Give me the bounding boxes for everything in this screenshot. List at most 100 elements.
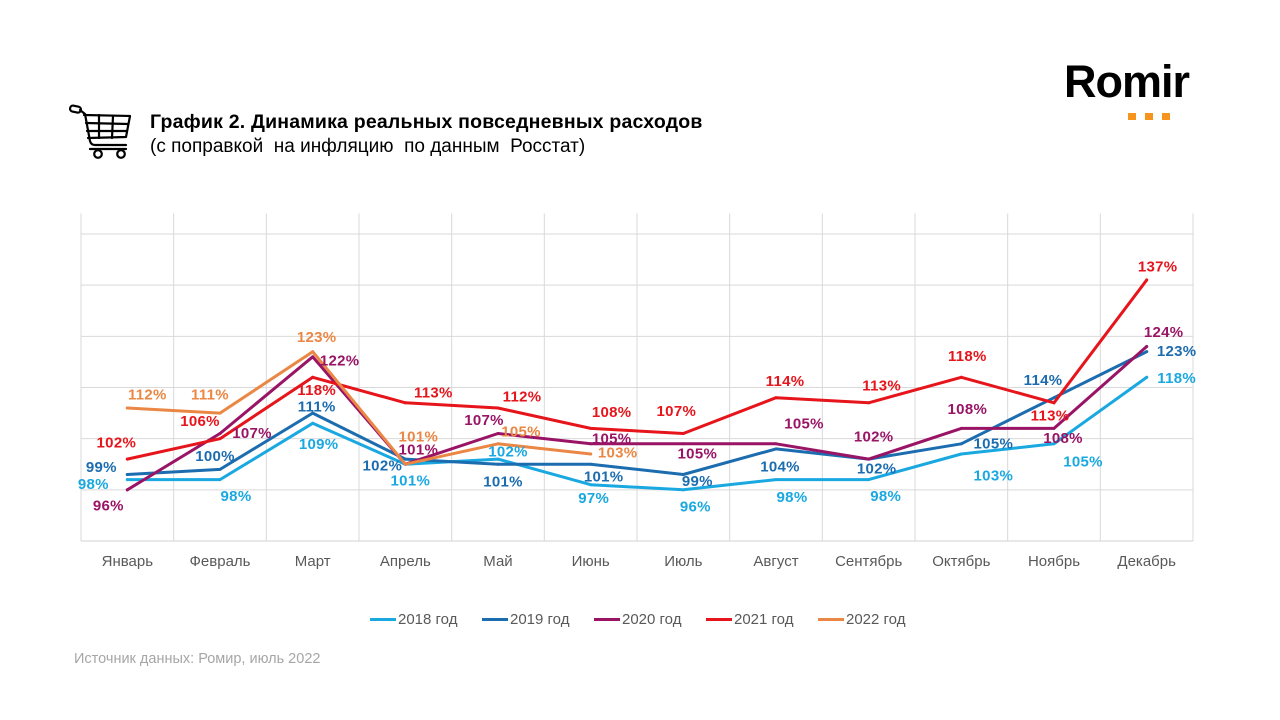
line-chart: Январь Февраль Март Апрель Май Июнь Июль Август…: [78, 213, 1197, 570]
data-point-2020: [1145, 345, 1149, 349]
data-point-2019: [403, 457, 407, 461]
data-point-2021: [311, 375, 315, 379]
data-point-2019: [311, 411, 315, 415]
data-label-2021: 113%: [1031, 407, 1070, 424]
data-label-2018: 118%: [1157, 370, 1196, 387]
chart-series-lines: [125, 278, 1149, 492]
data-point-2018: [218, 478, 222, 482]
legend-label: 2022 год: [846, 610, 906, 628]
data-point-2018: [1145, 375, 1149, 379]
x-axis-tick-label: Февраль: [190, 553, 251, 570]
data-label-2020: 105%: [592, 430, 632, 447]
data-label-2021: 114%: [766, 373, 805, 390]
legend-item-2018: 2018 год: [370, 609, 482, 629]
legend-label: 2019 год: [510, 610, 570, 628]
data-label-2020: 105%: [784, 415, 824, 432]
data-label-2020: 96%: [93, 497, 124, 514]
data-point-2020: [311, 355, 315, 359]
data-point-2022: [311, 350, 315, 354]
series-line-2022: [125, 350, 593, 466]
legend-item-2020: 2020 год: [594, 609, 706, 629]
data-point-2019: [681, 472, 685, 476]
data-label-2018: 101%: [391, 473, 431, 490]
data-label-2022: 103%: [598, 445, 638, 462]
data-point-2022: [496, 442, 500, 446]
legend-label: 2020 год: [622, 610, 682, 628]
romir-logo: Romir: [1064, 56, 1190, 120]
data-point-2019: [589, 462, 593, 466]
data-point-2019: [774, 447, 778, 451]
data-label-2020: 101%: [399, 442, 439, 459]
data-point-2020: [125, 488, 129, 492]
data-point-2021: [589, 426, 593, 430]
legend-swatch-line: [706, 617, 732, 621]
data-point-2019: [959, 442, 963, 446]
data-label-2020: 102%: [854, 429, 894, 446]
series-line-2021: [125, 278, 1149, 461]
data-label-2020: 107%: [232, 425, 272, 442]
data-label-2021: 106%: [180, 413, 220, 430]
data-label-2019: 105%: [974, 435, 1014, 452]
legend-swatch-line: [594, 617, 620, 621]
data-point-2020: [1052, 426, 1056, 430]
logo-dot: [1162, 113, 1170, 120]
data-label-2021: 113%: [862, 377, 901, 394]
x-axis-tick-label: Январь: [102, 553, 154, 570]
data-label-2019: 102%: [363, 458, 403, 475]
data-point-2020: [681, 442, 685, 446]
data-point-2019: [125, 472, 129, 476]
chart-legend: 2018 год 2019 год 2020 год 2021 год 2022…: [370, 609, 930, 629]
data-point-2021: [218, 437, 222, 441]
x-axis-tick-label: Апрель: [380, 553, 431, 570]
data-point-2020: [218, 432, 222, 436]
data-label-2021: 108%: [592, 404, 632, 421]
data-label-2020: 108%: [1043, 430, 1083, 447]
data-point-2018: [496, 457, 500, 461]
data-point-2020: [589, 442, 593, 446]
data-point-2018: [589, 483, 593, 487]
data-point-2020: [867, 457, 871, 461]
data-point-2022: [125, 406, 129, 410]
data-label-2019: 99%: [86, 459, 117, 476]
data-point-2022: [218, 411, 222, 415]
data-label-2019: 123%: [1157, 343, 1197, 360]
shopping-cart-icon: [68, 104, 132, 160]
data-label-2019: 102%: [857, 461, 897, 478]
data-label-2020: 122%: [320, 352, 360, 369]
logo-text: Romir: [1064, 56, 1190, 107]
data-point-2020: [774, 442, 778, 446]
chart-title-block: График 2. Динамика реальных повседневных…: [150, 110, 703, 160]
data-point-2018: [1052, 442, 1056, 446]
data-point-2018: [867, 478, 871, 482]
data-label-2021: 113%: [414, 384, 453, 401]
data-point-2022: [589, 452, 593, 456]
data-label-2019: 114%: [1024, 372, 1063, 389]
data-point-2019: [1145, 350, 1149, 354]
legend-item-2019: 2019 год: [482, 609, 594, 629]
series-line-2020: [125, 345, 1149, 492]
data-label-2020: 108%: [948, 401, 988, 418]
series-line-2019: [125, 350, 1149, 476]
x-axis-tick-label: Декабрь: [1117, 553, 1176, 570]
data-label-2018: 98%: [221, 488, 252, 505]
data-point-2021: [774, 396, 778, 400]
data-point-2020: [959, 426, 963, 430]
data-point-2021: [125, 457, 129, 461]
data-source-note: Источник данных: Ромир, июль 2022: [74, 651, 321, 667]
data-label-2020: 124%: [1144, 324, 1184, 341]
x-axis-tick-label: Май: [483, 553, 512, 570]
data-label-2021: 118%: [948, 348, 987, 365]
logo-dots-icon: [1128, 113, 1178, 121]
data-label-2019: 101%: [584, 469, 624, 486]
data-label-2018: 98%: [78, 476, 109, 493]
data-point-2021: [867, 401, 871, 405]
data-label-2018: 98%: [777, 489, 808, 506]
data-label-2018: 102%: [488, 444, 528, 461]
data-point-2018: [311, 421, 315, 425]
chart-subtitle: (с поправкой на инфляцию по данным Росст…: [150, 136, 586, 157]
x-axis-tick-labels: Январь Февраль Март Апрель Май Июнь Июль Август…: [102, 553, 1176, 570]
data-label-2022: 105%: [501, 423, 541, 440]
data-point-2019: [496, 462, 500, 466]
data-point-2021: [959, 375, 963, 379]
data-label-2018: 105%: [1063, 453, 1103, 470]
